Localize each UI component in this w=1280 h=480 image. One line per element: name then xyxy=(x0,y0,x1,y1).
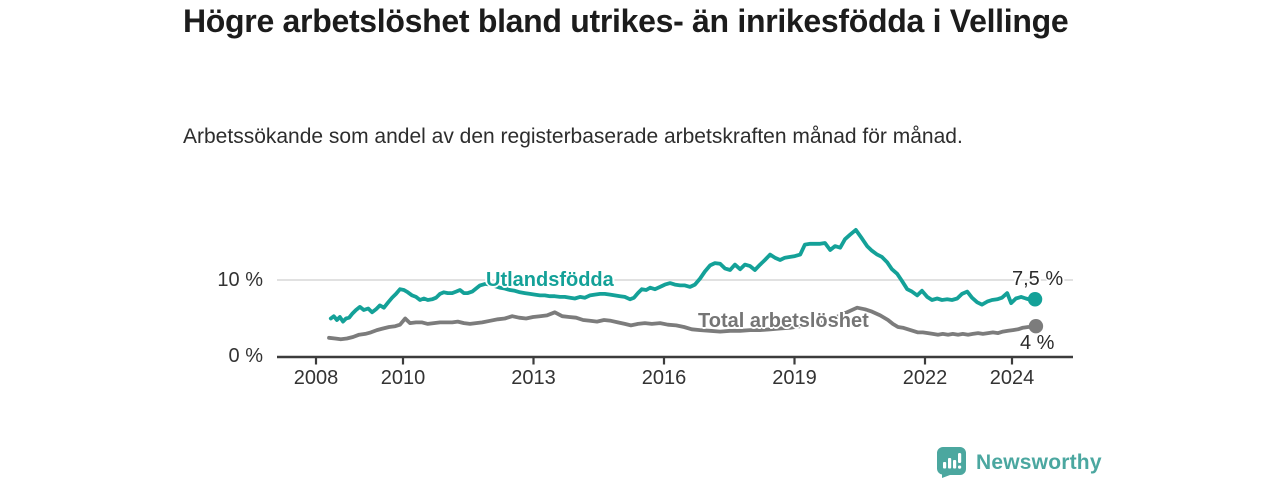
newsworthy-logo: Newsworthy xyxy=(936,446,1102,479)
y-tick-label-0: 0 % xyxy=(228,345,263,367)
chart-subtitle: Arbetssökande som andel av den registerb… xyxy=(183,125,963,148)
series-end-dot-total xyxy=(1028,319,1044,334)
x-tick-label-2016: 2016 xyxy=(641,367,687,389)
y-tick-label-10: 10 % xyxy=(217,269,263,291)
series-end-dot-utlandsfodda xyxy=(1027,292,1043,307)
series-line-utlandsfodda xyxy=(328,227,1037,324)
series-line-total xyxy=(327,305,1038,342)
series-label-utlandsfodda: Utlandsfödda xyxy=(486,269,614,291)
bar-chart-speech-bubble-icon xyxy=(936,446,967,479)
x-tick-label-2022: 2022 xyxy=(902,367,948,389)
x-tick-label-2013: 2013 xyxy=(511,367,556,389)
x-tick-label-2010: 2010 xyxy=(380,367,426,389)
end-value-label-total: 4 % xyxy=(1020,332,1055,354)
x-tick-label-2008: 2008 xyxy=(293,367,339,389)
series-label-total-arbetsloshet: Total arbetslöshet xyxy=(698,310,869,332)
x-tick-label-2019: 2019 xyxy=(772,367,817,389)
x-tick-label-2024: 2024 xyxy=(989,367,1035,389)
end-value-label-utlandsfodda: 7,5 % xyxy=(1012,268,1064,290)
page-title: Högre arbetslöshet bland utrikes- än inr… xyxy=(183,3,1069,39)
newsworthy-logo-text: Newsworthy xyxy=(976,450,1102,474)
